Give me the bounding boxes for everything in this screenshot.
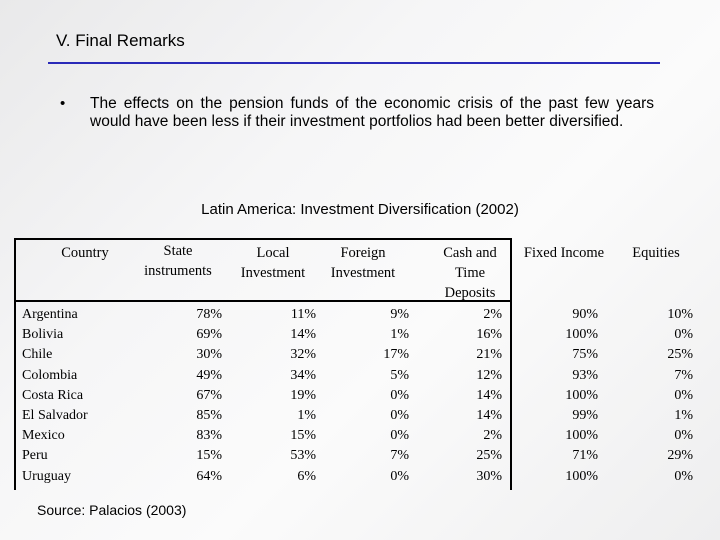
cell-fixed-income: 71% [572,448,598,464]
cell-fixed-income: 75% [572,347,598,363]
cash-column: 2% 16% 21% 12% 14% 14% 2% 25% 30% [440,305,502,487]
cell-equities: 29% [667,448,693,464]
cell-equities: 0% [674,387,693,403]
cell-fixed-income: 99% [572,408,598,424]
header-local-line2: Investment [240,265,306,281]
cell-foreign-investment: 0% [390,387,409,403]
cell-foreign-investment: 1% [390,327,409,343]
cell-foreign-investment: 5% [390,367,409,383]
cell-equities: 7% [674,367,693,383]
cell-state-instruments: 30% [196,347,222,363]
slide-title: V. Final Remarks [56,31,185,50]
cell-local-investment: 14% [290,327,316,343]
cell-equities: 0% [674,428,693,444]
cell-country: Colombia [22,367,78,383]
table-header-rule [14,300,512,302]
cell-state-instruments: 83% [196,428,222,444]
cell-country: Peru [22,448,48,464]
cell-state-instruments: 85% [196,408,222,424]
bullet-text: The effects on the pension funds of the … [90,95,654,130]
equities-column: 10% 0% 25% 7% 0% 1% 0% 29% 0% [630,305,693,487]
cell-country: Bolivia [22,327,64,343]
cell-local-investment: 34% [290,367,316,383]
cell-fixed-income: 100% [565,468,598,484]
cell-local-investment: 15% [290,428,316,444]
cell-fixed-income: 100% [565,327,598,343]
cell-state-instruments: 64% [196,468,222,484]
cell-state-instruments: 15% [196,448,222,464]
cell-cash-deposits: 14% [476,387,502,403]
cell-local-investment: 53% [290,448,316,464]
cell-local-investment: 1% [297,408,316,424]
cell-cash-deposits: 25% [476,448,502,464]
local-column: 11% 14% 32% 34% 19% 1% 15% 53% 6% [250,305,316,487]
cell-fixed-income: 100% [565,428,598,444]
cell-equities: 0% [674,468,693,484]
cell-state-instruments: 49% [196,367,222,383]
header-cash-line2: Time [454,265,486,281]
cell-foreign-investment: 9% [390,307,409,322]
cell-foreign-investment: 0% [390,408,409,424]
cell-country: Chile [22,347,53,363]
cell-country: Uruguay [22,468,71,484]
cell-fixed-income: 100% [565,387,598,403]
source-note: Source: Palacios (2003) [37,502,187,518]
cell-foreign-investment: 17% [383,347,409,363]
cell-equities: 1% [674,408,693,424]
table-left-rule [14,238,16,490]
header-cash-line1: Cash and [443,245,497,261]
country-column: Argentina Bolivia Chile Colombia Costa Rica E… [22,305,88,487]
cell-cash-deposits: 12% [476,367,502,383]
header-state-instruments: State instruments [128,241,228,281]
table-title: Latin America: Investment Diversificatio… [201,201,519,218]
cell-state-instruments: 67% [196,387,222,403]
state-column: 78% 69% 30% 49% 67% 85% 83% 15% 64% [160,305,222,487]
cell-fixed-income: 93% [572,367,598,383]
cell-state-instruments: 78% [196,307,222,322]
cell-local-investment: 32% [290,347,316,363]
cell-cash-deposits: 2% [483,307,502,322]
header-equities: Equities [632,245,680,261]
header-cash-deposits: Cash and Time Deposits [430,243,510,303]
foreign-column: 9% 1% 17% 5% 0% 0% 0% 7% 0% [340,305,409,487]
cell-foreign-investment: 0% [390,468,409,484]
header-local-line1: Local [256,245,290,261]
cell-foreign-investment: 0% [390,428,409,444]
cell-country: El Salvador [22,408,88,424]
bullet-marker: • [60,95,66,112]
fixed-column: 90% 100% 75% 93% 100% 99% 100% 71% 100% [530,305,598,487]
cell-cash-deposits: 2% [483,428,502,444]
cell-country: Costa Rica [22,387,84,403]
header-foreign-line2: Investment [330,265,396,281]
cell-cash-deposits: 21% [476,347,502,363]
header-foreign-line1: Foreign [340,245,386,261]
title-rule [48,62,660,64]
cell-local-investment: 11% [290,307,316,322]
header-cash-line3: Deposits [444,285,496,301]
header-state-line1: State [163,243,193,259]
cell-state-instruments: 69% [196,327,222,343]
cell-fixed-income: 90% [572,307,598,322]
header-state-line2: instruments [144,263,212,279]
cell-country: Argentina [22,307,78,322]
table-top-rule [14,238,512,240]
cell-cash-deposits: 16% [476,327,502,343]
header-foreign-investment: Foreign Investment [316,243,410,283]
cell-equities: 25% [667,347,693,363]
table-cash-rule [510,238,512,490]
cell-cash-deposits: 30% [476,468,502,484]
cell-equities: 10% [667,307,693,322]
cell-foreign-investment: 7% [390,448,409,464]
header-fixed-income: Fixed Income [523,245,605,261]
header-country: Country [61,245,109,261]
cell-equities: 0% [674,327,693,343]
cell-cash-deposits: 14% [476,408,502,424]
cell-local-investment: 19% [290,387,316,403]
header-local-investment: Local Investment [230,243,316,283]
cell-country: Mexico [22,428,65,444]
cell-local-investment: 6% [297,468,316,484]
